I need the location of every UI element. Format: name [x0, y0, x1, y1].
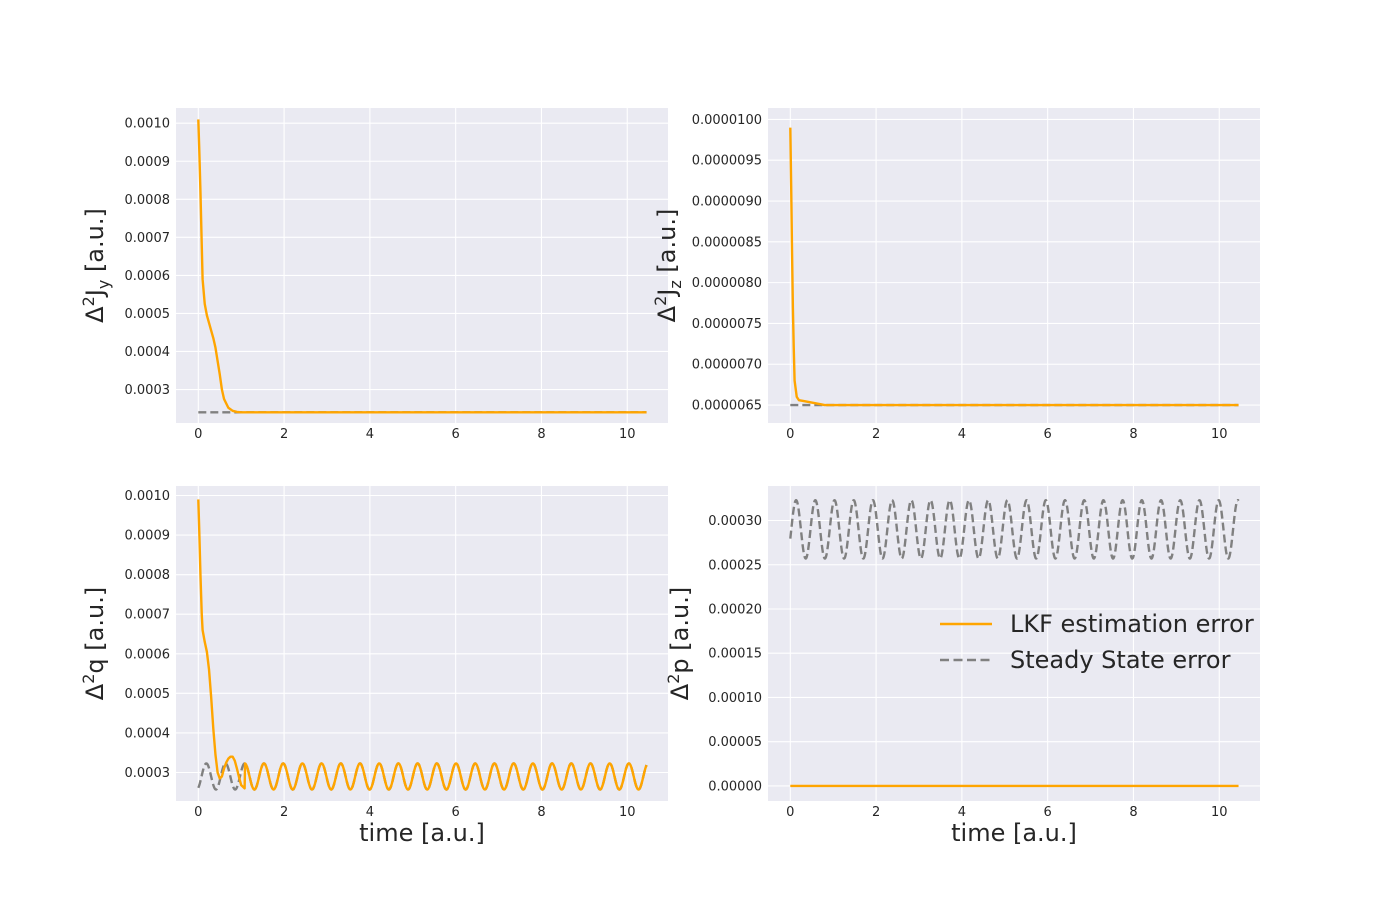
lkf-series-line: [197, 499, 648, 791]
x-axis-label: time [a.u.]: [359, 819, 485, 847]
y-tick-label: 0.00000: [708, 779, 762, 794]
y-axis-label: Δ2q [a.u.]: [79, 587, 109, 700]
y-tick-label: 0.0000065: [692, 399, 762, 414]
x-tick-label: 10: [619, 805, 636, 820]
x-tick-label: 10: [1211, 805, 1228, 820]
x-tick-label: 4: [958, 427, 966, 442]
legend: LKF estimation error Steady State error: [940, 610, 1254, 674]
y-tick-label: 0.00005: [708, 735, 762, 750]
y-tick-label: 0.0000100: [692, 113, 762, 128]
y-axis-label: Δ2p [a.u.]: [664, 587, 694, 700]
y-tick-label: 0.0000095: [692, 154, 762, 169]
y-tick-label: 0.0008: [125, 568, 171, 583]
y-tick-label: 0.0010: [125, 117, 171, 132]
y-tick-label: 0.0007: [125, 231, 171, 246]
y-tick-label: 0.0006: [125, 647, 171, 662]
y-tick-label: 0.0003: [125, 383, 171, 398]
y-tick-label: 0.00020: [708, 602, 762, 617]
y-tick-label: 0.0000070: [692, 358, 762, 373]
y-tick-label: 0.0005: [125, 307, 171, 322]
x-tick-label: 6: [452, 805, 460, 820]
y-tick-label: 0.0005: [125, 687, 171, 702]
x-tick-label: 10: [1211, 427, 1228, 442]
x-tick-label: 4: [366, 427, 374, 442]
panel-top-left: 0 2 4 6 8 10 0.0003 0.0004 0.0005 0.0006 0.0007 0.0…: [79, 108, 668, 442]
panel-bottom-left: 0 2 4 6 8 10 0.0003 0.0004 0.0005 0.0006 0.0007 0.0…: [79, 486, 668, 847]
x-tick-label: 0: [786, 805, 794, 820]
y-tick-label: 0.0010: [125, 489, 171, 504]
y-tick-label: 0.00010: [708, 691, 762, 706]
y-tick-label: 0.0000085: [692, 235, 762, 250]
plot-area: [176, 108, 668, 423]
y-tick-label: 0.0000075: [692, 317, 762, 332]
x-tick-label: 0: [194, 427, 202, 442]
legend-label-lkf: LKF estimation error: [1010, 610, 1254, 638]
x-tick-label: 6: [452, 427, 460, 442]
x-axis-label: time [a.u.]: [951, 819, 1077, 847]
y-tick-label: 0.0000080: [692, 276, 762, 291]
x-tick-label: 2: [280, 805, 288, 820]
y-axis-label: Δ2Jy [a.u.]: [79, 208, 113, 323]
y-tick-label: 0.00030: [708, 514, 762, 529]
x-tick-label: 8: [537, 427, 545, 442]
x-tick-label: 8: [1129, 805, 1137, 820]
y-tick-label: 0.0003: [125, 766, 171, 781]
plot-area: [176, 486, 668, 801]
legend-label-steady: Steady State error: [1010, 646, 1231, 674]
y-tick-label: 0.0009: [125, 529, 171, 544]
plot-area: [768, 486, 1260, 801]
x-tick-label: 4: [366, 805, 374, 820]
y-tick-label: 0.0004: [125, 345, 171, 360]
x-tick-label: 2: [872, 805, 880, 820]
y-tick-label: 0.00015: [708, 647, 762, 662]
x-tick-label: 0: [786, 427, 794, 442]
steady-state-series-line: [789, 498, 1240, 560]
x-tick-label: 4: [958, 805, 966, 820]
y-tick-label: 0.00025: [708, 558, 762, 573]
y-tick-label: 0.0007: [125, 608, 171, 623]
y-tick-label: 0.0009: [125, 155, 171, 170]
panel-top-right: 0 2 4 6 8 10 0.0000065 0.0000070 0.0000075 0.0000…: [651, 108, 1260, 442]
x-tick-label: 8: [537, 805, 545, 820]
y-axis-label: Δ2Jz [a.u.]: [651, 209, 685, 323]
y-tick-label: 0.0004: [125, 726, 171, 741]
x-tick-label: 2: [872, 427, 880, 442]
x-tick-label: 10: [619, 427, 636, 442]
panel-bottom-right: 0 2 4 6 8 10 0.00000 0.00005 0.00010 0.00015 0.000…: [664, 486, 1260, 847]
x-tick-label: 2: [280, 427, 288, 442]
x-tick-label: 0: [194, 805, 202, 820]
plot-area: [768, 108, 1260, 423]
x-tick-label: 6: [1044, 427, 1052, 442]
x-tick-label: 6: [1044, 805, 1052, 820]
y-tick-label: 0.0000090: [692, 195, 762, 210]
y-tick-label: 0.0006: [125, 269, 171, 284]
x-tick-label: 8: [1129, 427, 1137, 442]
y-tick-label: 0.0008: [125, 193, 171, 208]
lkf-series-line: [197, 119, 647, 414]
lkf-series-line: [789, 127, 1239, 407]
